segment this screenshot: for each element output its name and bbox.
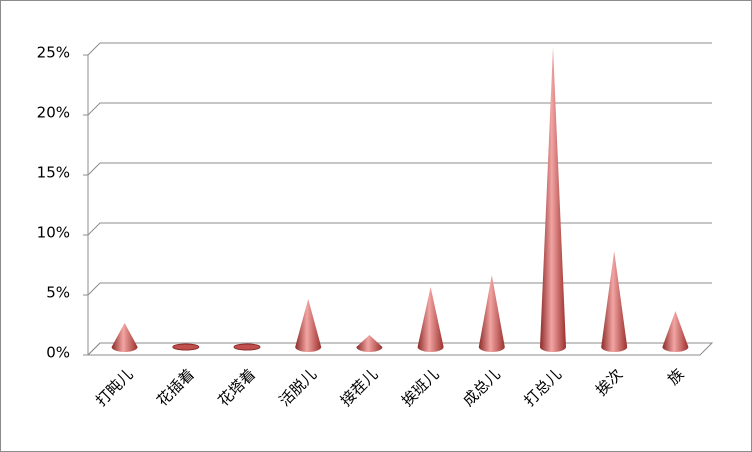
cone <box>478 275 505 352</box>
grid-line <box>87 282 712 296</box>
y-tick-label: 15% <box>37 164 70 182</box>
y-tick-label: 25% <box>37 44 70 62</box>
cone <box>662 311 689 352</box>
y-tick-label: 20% <box>37 104 70 122</box>
cone <box>172 343 200 351</box>
cone <box>417 287 444 352</box>
y-tick-label: 0% <box>46 344 70 362</box>
grid-line <box>87 42 712 56</box>
y-tick-label: 5% <box>46 284 70 302</box>
cone <box>111 323 138 352</box>
cone <box>233 343 261 351</box>
cone <box>356 335 383 352</box>
grid-line <box>87 102 712 116</box>
grid-line <box>87 342 712 356</box>
cone <box>540 47 566 352</box>
cone <box>295 299 322 352</box>
grid-line <box>87 162 712 176</box>
cone <box>601 251 628 352</box>
grid-line <box>87 222 712 236</box>
y-tick-label: 10% <box>37 224 70 242</box>
